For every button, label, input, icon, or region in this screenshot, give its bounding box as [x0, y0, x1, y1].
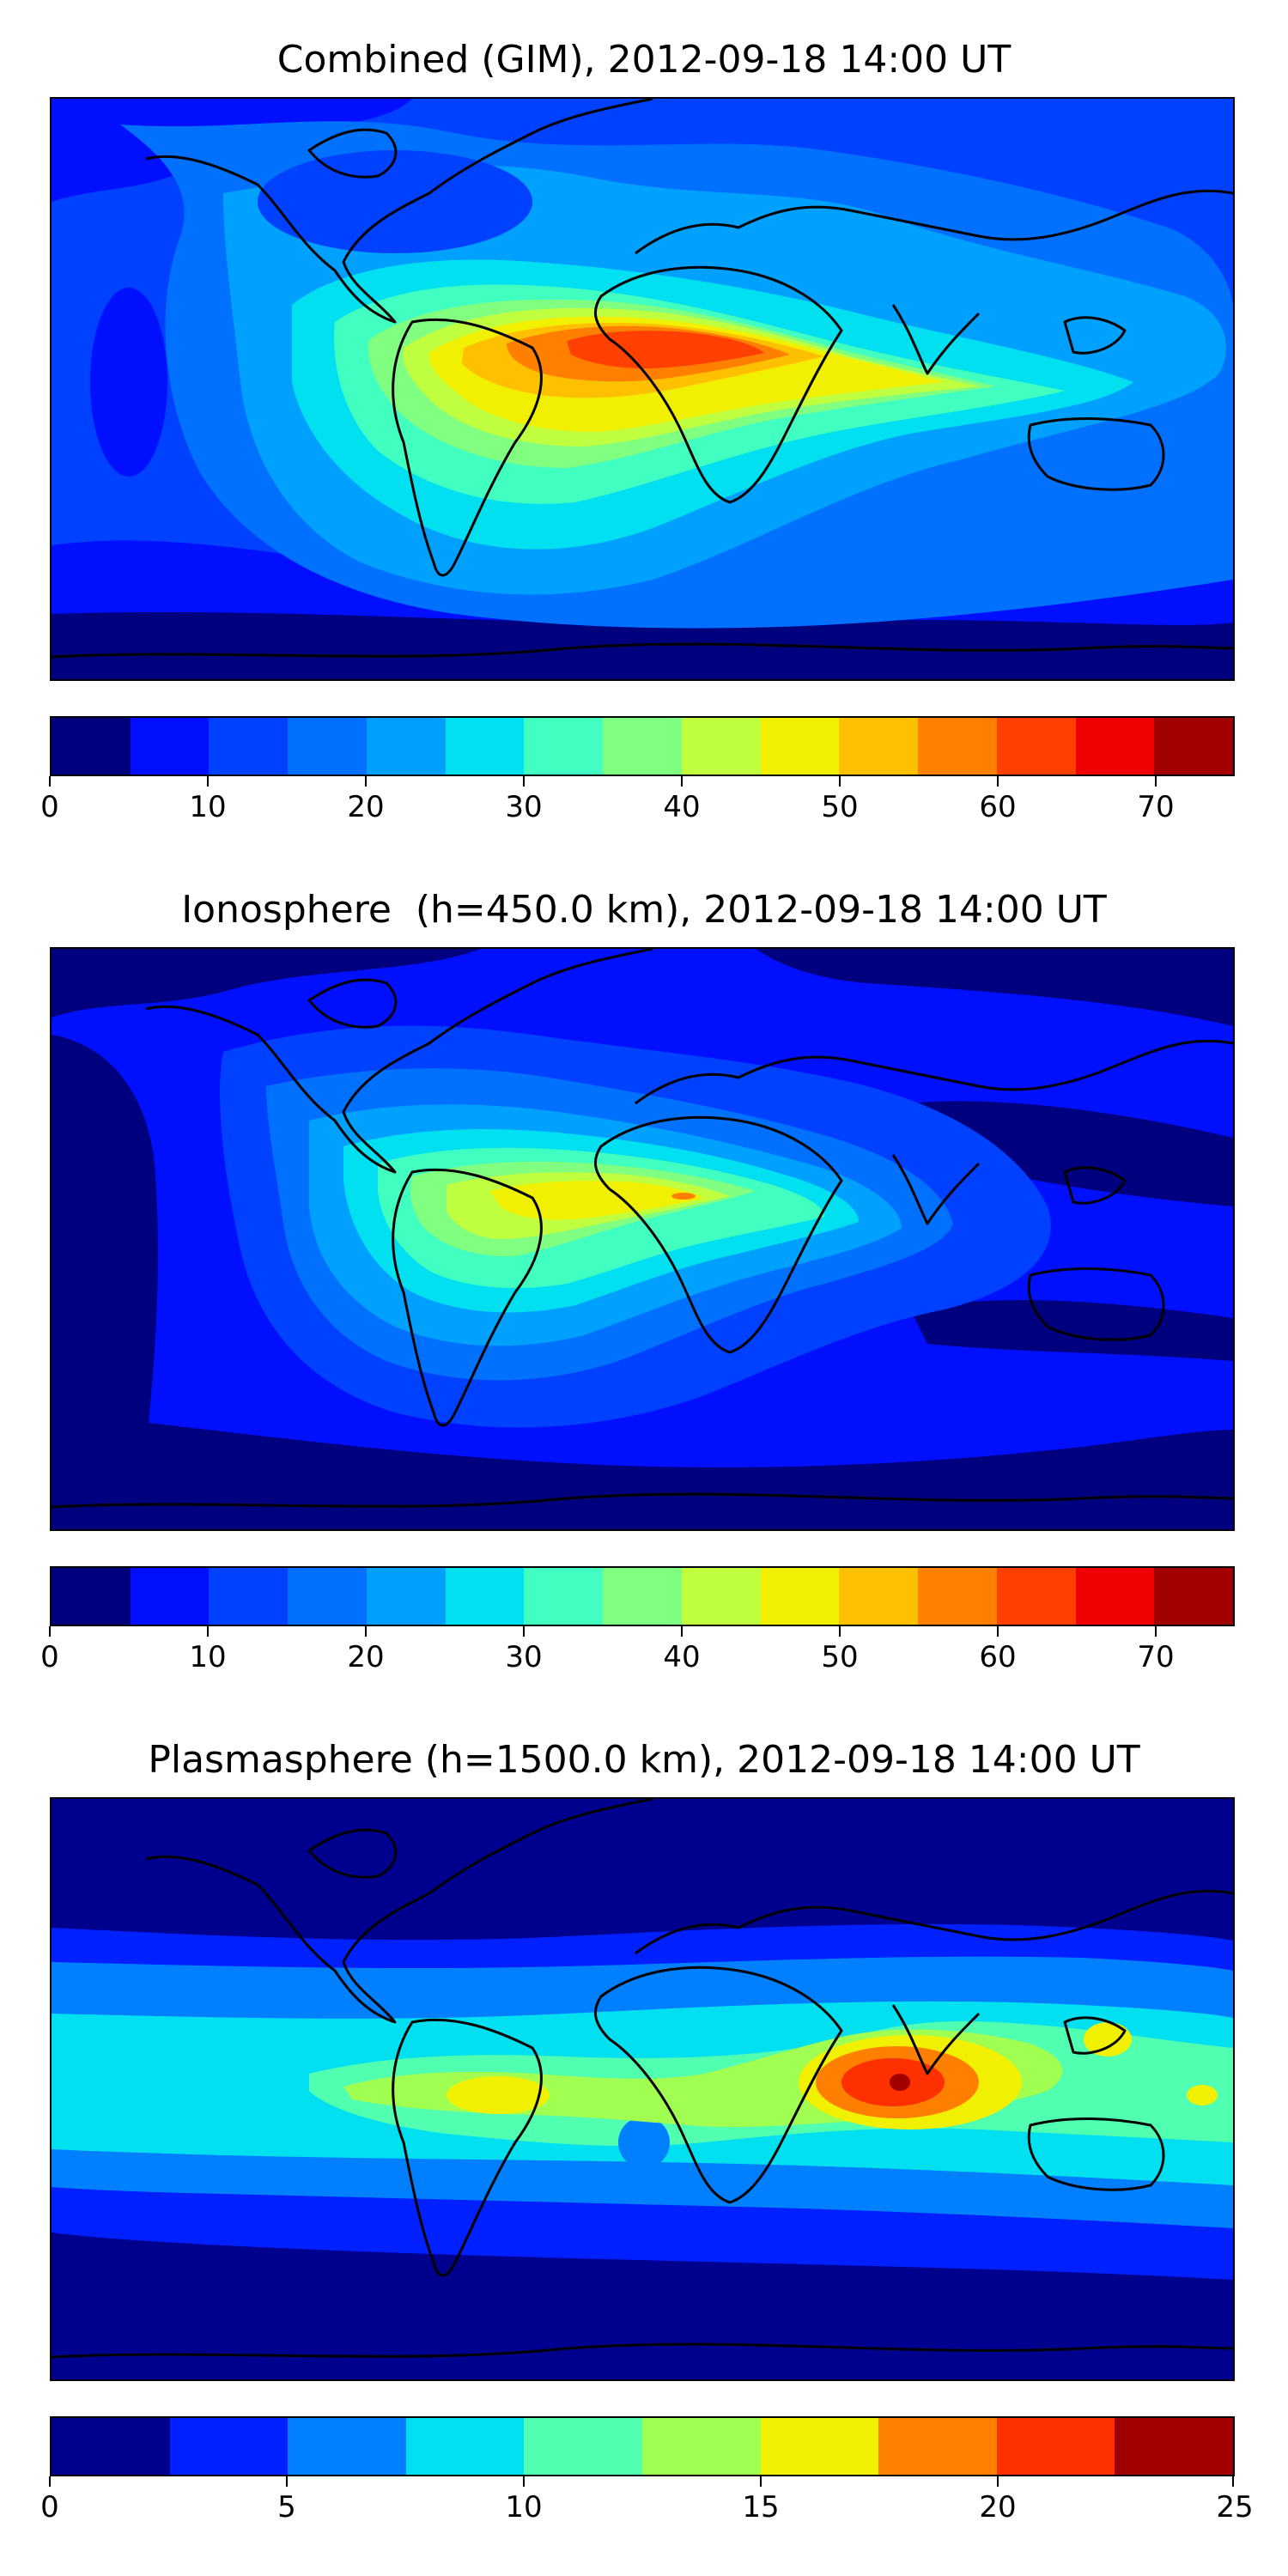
colorbar-tick-label: 70	[1137, 790, 1175, 824]
colorbar-tick-label: 0	[40, 2490, 59, 2524]
colorbar-tick-label: 20	[347, 1640, 385, 1674]
colorbar	[50, 716, 1235, 776]
colorbar-tick-label: 20	[347, 790, 385, 824]
colorbar-segment	[445, 718, 525, 775]
map-combined	[50, 97, 1235, 681]
colorbar-segment	[1154, 718, 1234, 775]
colorbar-segment	[366, 1568, 446, 1625]
colorbar-segment	[1075, 1568, 1155, 1625]
colorbar-segment	[209, 718, 289, 775]
colorbar-tick-label: 60	[979, 790, 1017, 824]
colorbar-tick-label: 5	[277, 2490, 296, 2524]
colorbar-tick	[1155, 776, 1157, 787]
colorbar-segment	[918, 1568, 997, 1625]
colorbar-tick	[1155, 1626, 1157, 1637]
colorbar-tick-label: 50	[821, 1640, 859, 1674]
colorbar-segment	[641, 2418, 761, 2475]
colorbar-tick-label: 60	[979, 1640, 1017, 1674]
colorbar-segment	[288, 2418, 406, 2475]
colorbar-tick-label: 40	[663, 790, 701, 824]
coastlines	[52, 949, 1233, 1509]
colorbar-tick	[49, 1626, 51, 1637]
colorbar-tick	[207, 1626, 209, 1637]
colorbar-tick	[997, 776, 999, 787]
panel-title: Combined (GIM), 2012-09-18 14:00 UT	[276, 38, 1012, 82]
colorbar-segment	[524, 2418, 642, 2475]
colorbar	[50, 2416, 1235, 2476]
colorbar-tick	[681, 776, 683, 787]
colorbar-segment	[839, 718, 919, 775]
colorbar-tick	[286, 2476, 288, 2487]
colorbar-segment	[169, 2418, 289, 2475]
colorbar-segment	[996, 718, 1076, 775]
colorbar-segment	[130, 718, 210, 775]
colorbar-segment	[681, 1568, 761, 1625]
colorbar-segment	[52, 1568, 131, 1625]
colorbar-segment	[1115, 2418, 1233, 2475]
colorbar-tick-label: 70	[1137, 1640, 1175, 1674]
colorbar-tick-label: 10	[189, 1640, 227, 1674]
colorbar-tick	[839, 1626, 841, 1637]
colorbar-tick	[365, 1626, 367, 1637]
colorbar-tick	[49, 776, 51, 787]
colorbar-tick	[207, 776, 209, 787]
colorbar-tick-label: 25	[1216, 2490, 1254, 2524]
colorbar-segment	[405, 2418, 525, 2475]
colorbar-segment	[1075, 718, 1155, 775]
colorbar-segment	[603, 1568, 682, 1625]
colorbar-tick-label: 15	[742, 2490, 780, 2524]
contour-map	[52, 1799, 1233, 2379]
colorbar-segment	[918, 718, 997, 775]
colorbar-segment	[603, 718, 682, 775]
colorbar-tick-label: 0	[40, 790, 59, 824]
colorbar-segment	[681, 718, 761, 775]
colorbar-segment	[760, 718, 840, 775]
colorbar-tick-label: 40	[663, 1640, 701, 1674]
colorbar-segment	[996, 1568, 1076, 1625]
colorbar	[50, 1566, 1235, 1626]
panel-title: Plasmasphere (h=1500.0 km), 2012-09-18 1…	[148, 1738, 1140, 1782]
panel-title: Ionosphere (h=450.0 km), 2012-09-18 14:0…	[181, 888, 1107, 932]
coastlines	[52, 1799, 1233, 2359]
colorbar-tick	[997, 2476, 999, 2487]
colorbar-segment	[839, 1568, 919, 1625]
contour-map	[52, 949, 1233, 1529]
colorbar-segment	[760, 2418, 879, 2475]
colorbar-segment	[52, 718, 131, 775]
map-plasmasphere	[50, 1797, 1235, 2381]
colorbar-tick	[523, 1626, 525, 1637]
colorbar-segment	[524, 718, 604, 775]
colorbar-tick	[839, 776, 841, 787]
colorbar-tick	[49, 2476, 51, 2487]
colorbar-tick	[997, 1626, 999, 1637]
colorbar-segment	[524, 1568, 604, 1625]
colorbar-segment	[760, 1568, 840, 1625]
colorbar-tick-label: 10	[189, 790, 227, 824]
colorbar-tick	[760, 2476, 762, 2487]
colorbar-tick-label: 30	[505, 1640, 543, 1674]
colorbar-tick-label: 10	[505, 2490, 543, 2524]
colorbar-tick	[523, 2476, 525, 2487]
colorbar-tick	[523, 776, 525, 787]
colorbar-tick-label: 30	[505, 790, 543, 824]
colorbar-segment	[209, 1568, 289, 1625]
colorbar-segment	[130, 1568, 210, 1625]
coastlines	[52, 99, 1233, 659]
colorbar-segment	[288, 718, 367, 775]
colorbar-segment	[445, 1568, 525, 1625]
colorbar-tick	[365, 776, 367, 787]
colorbar-tick-label: 20	[979, 2490, 1017, 2524]
contour-map	[52, 99, 1233, 679]
map-ionosphere	[50, 947, 1235, 1531]
colorbar-tick	[1232, 2476, 1234, 2487]
colorbar-tick-label: 0	[40, 1640, 59, 1674]
colorbar-segment	[1154, 1568, 1234, 1625]
colorbar-tick-label: 50	[821, 790, 859, 824]
colorbar-segment	[878, 2418, 997, 2475]
colorbar-segment	[366, 718, 446, 775]
colorbar-segment	[52, 2418, 170, 2475]
colorbar-tick	[681, 1626, 683, 1637]
colorbar-segment	[288, 1568, 367, 1625]
colorbar-segment	[996, 2418, 1115, 2475]
